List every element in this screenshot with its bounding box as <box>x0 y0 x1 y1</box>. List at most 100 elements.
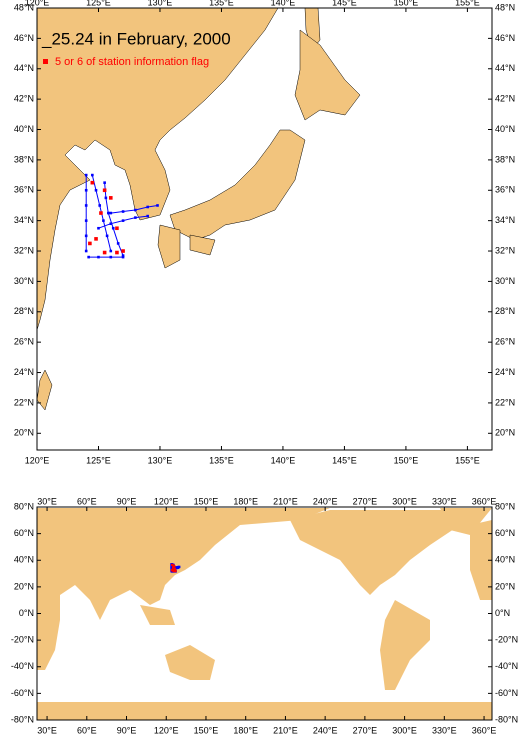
y-tick-label: 24°N <box>14 367 34 377</box>
y-tick-label: 0°N <box>19 608 34 618</box>
y-tick-label: 20°N <box>495 428 515 438</box>
x-tick-label: 30°E <box>37 725 57 735</box>
y-tick-label: -80°N <box>495 714 518 724</box>
x-tick-label: 150°E <box>194 496 219 506</box>
x-tick-label: 150°E <box>394 455 419 465</box>
station-point <box>116 242 120 245</box>
x-tick-label: 60°E <box>77 496 97 506</box>
flag-point <box>171 566 175 569</box>
y-tick-label: 46°N <box>14 33 34 43</box>
station-point <box>84 249 88 253</box>
y-tick-label: 28°N <box>495 306 515 316</box>
station-point <box>87 255 90 259</box>
x-tick-label: 150°E <box>194 725 219 735</box>
x-tick-label: 90°E <box>117 496 137 506</box>
y-tick-label: 20°N <box>14 428 34 438</box>
x-tick-label: 145°E <box>332 0 357 7</box>
station-point <box>121 219 125 222</box>
y-tick-label: 44°N <box>14 63 34 73</box>
x-tick-label: 130°E <box>148 455 173 465</box>
station-point <box>175 566 179 570</box>
y-tick-label: 42°N <box>495 94 515 104</box>
x-tick-label: 120°E <box>25 455 50 465</box>
regional-land <box>37 8 361 411</box>
flag-point <box>102 250 107 255</box>
station-point <box>146 214 149 218</box>
world-land <box>37 508 492 720</box>
map-title: _25.24 in February, 2000 <box>41 29 231 48</box>
flag-point <box>90 180 95 185</box>
y-tick-label: 28°N <box>14 306 34 316</box>
station-point <box>84 173 88 177</box>
x-tick-label: 270°E <box>353 725 378 735</box>
y-tick-label: 42°N <box>14 94 34 104</box>
flag-point <box>94 237 98 241</box>
station-point <box>105 234 109 238</box>
x-tick-label: 150°E <box>394 0 419 7</box>
station-point <box>97 226 100 230</box>
flag-point <box>88 241 92 246</box>
legend-marker <box>43 59 48 64</box>
x-tick-label: 130°E <box>148 0 173 7</box>
y-tick-label: 26°N <box>495 337 515 347</box>
x-tick-label: 140°E <box>271 455 296 465</box>
x-tick-label: 30°E <box>37 496 57 506</box>
flag-point <box>170 569 174 572</box>
y-tick-label: 0°N <box>495 608 510 618</box>
y-tick-label: -80°N <box>11 714 34 724</box>
x-tick-label: 300°E <box>392 725 417 735</box>
map-frame <box>36 7 493 451</box>
y-tick-label: 38°N <box>14 154 34 164</box>
y-tick-label: 20°N <box>14 581 34 591</box>
y-tick-label: 40°N <box>14 124 34 134</box>
station-point <box>146 205 149 209</box>
y-tick-label: 36°N <box>495 185 515 195</box>
y-tick-label: 32°N <box>495 245 515 255</box>
y-tick-label: 20°N <box>495 581 515 591</box>
legend-label: 5 or 6 of station information flag <box>55 56 209 68</box>
x-tick-label: 145°E <box>332 455 357 465</box>
y-tick-label: -40°N <box>495 661 518 671</box>
y-tick-label: 30°N <box>14 276 34 286</box>
x-tick-label: 300°E <box>392 496 417 506</box>
station-point <box>84 204 88 207</box>
y-tick-label: 46°N <box>495 33 515 43</box>
station-point <box>109 211 113 215</box>
station-point <box>104 196 108 200</box>
y-tick-label: 38°N <box>495 154 515 164</box>
y-tick-label: 40°N <box>495 124 515 134</box>
y-tick-label: 30°N <box>495 276 515 286</box>
flag-point <box>102 188 107 193</box>
station-point <box>94 188 98 192</box>
flag-point <box>172 569 175 573</box>
station-point <box>170 565 173 569</box>
station-point <box>103 181 106 184</box>
y-tick-label: 32°N <box>14 245 34 255</box>
x-tick-label: 270°E <box>353 496 378 506</box>
y-tick-label: 60°N <box>14 528 34 538</box>
station-point <box>102 219 105 222</box>
y-tick-label: 26°N <box>14 337 34 347</box>
station-point <box>176 566 180 570</box>
x-tick-label: 90°E <box>117 725 137 735</box>
station-point <box>111 226 115 230</box>
station-point <box>121 254 125 257</box>
y-tick-label: 80°N <box>495 501 515 511</box>
station-point <box>109 255 113 259</box>
x-tick-label: 360°E <box>472 725 497 735</box>
x-tick-label: 135°E <box>209 455 234 465</box>
flag-point <box>172 565 176 568</box>
flag-point <box>174 569 177 573</box>
x-tick-label: 240°E <box>313 725 338 735</box>
y-tick-label: -60°N <box>11 688 34 698</box>
station-point <box>97 255 100 259</box>
x-tick-label: 210°E <box>273 725 298 735</box>
station-point <box>170 567 173 570</box>
y-tick-label: 44°N <box>495 63 515 73</box>
y-tick-label: 34°N <box>495 215 515 225</box>
x-tick-label: 125°E <box>86 455 111 465</box>
x-tick-label: 155°E <box>455 455 480 465</box>
y-tick-label: 80°N <box>14 501 34 511</box>
station-point <box>84 234 88 238</box>
station-point <box>109 222 113 225</box>
